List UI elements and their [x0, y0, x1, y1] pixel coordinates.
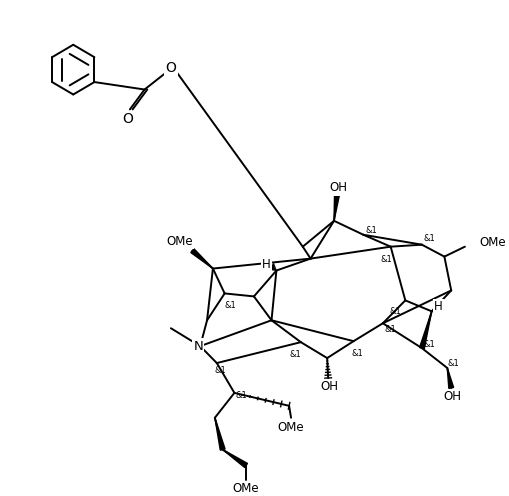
Polygon shape: [214, 418, 224, 450]
Text: OH: OH: [442, 390, 460, 403]
Text: H: H: [262, 258, 270, 271]
Text: N: N: [193, 340, 203, 353]
Text: &1: &1: [224, 301, 236, 310]
Text: OMe: OMe: [166, 235, 192, 248]
Text: OMe: OMe: [232, 482, 259, 495]
Text: OMe: OMe: [277, 421, 304, 434]
Text: H: H: [433, 300, 442, 313]
Text: OMe: OMe: [478, 236, 505, 249]
Text: &1: &1: [423, 234, 435, 243]
Polygon shape: [419, 311, 431, 349]
Polygon shape: [222, 449, 247, 468]
Text: &1: &1: [214, 366, 226, 374]
Polygon shape: [333, 194, 338, 221]
Text: OH: OH: [320, 380, 337, 393]
Text: O: O: [165, 61, 176, 74]
Text: &1: &1: [389, 307, 401, 316]
Text: &1: &1: [423, 340, 435, 349]
Text: &1: &1: [289, 350, 300, 359]
Text: &1: &1: [364, 226, 376, 235]
Text: &1: &1: [380, 255, 392, 264]
Polygon shape: [446, 368, 453, 388]
Polygon shape: [190, 249, 212, 268]
Text: &1: &1: [351, 349, 362, 358]
Text: &1: &1: [235, 391, 247, 400]
Text: O: O: [122, 113, 133, 126]
Text: OH: OH: [328, 182, 346, 194]
Text: &1: &1: [446, 359, 458, 368]
Text: &1: &1: [384, 325, 396, 334]
